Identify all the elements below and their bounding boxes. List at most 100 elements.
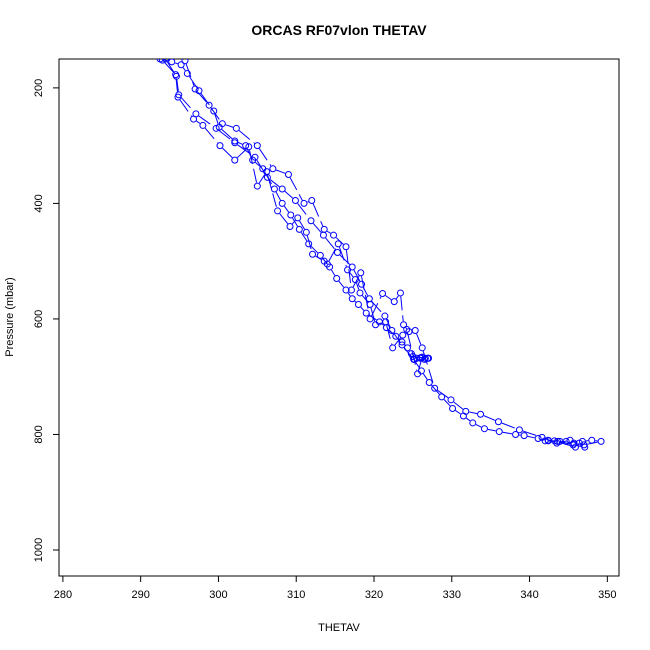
series-segment <box>196 120 201 124</box>
y-tick-label: 600 <box>33 310 45 328</box>
series-segment <box>522 430 539 437</box>
data-point <box>218 120 226 128</box>
data-point <box>379 290 387 298</box>
data-point <box>231 156 239 164</box>
series-segment <box>422 373 428 380</box>
x-tick-label: 350 <box>598 589 616 601</box>
data-point <box>534 435 542 443</box>
data-point <box>520 432 528 440</box>
data-point <box>354 301 362 309</box>
series-segment <box>249 150 258 183</box>
data-point <box>323 260 331 268</box>
x-tick-label: 330 <box>443 589 461 601</box>
data-point <box>342 286 350 294</box>
series-segment <box>563 441 570 445</box>
series-segment <box>393 333 401 343</box>
data-point <box>569 441 577 449</box>
data-point <box>347 286 355 294</box>
data-point <box>597 437 605 445</box>
data-point <box>309 250 317 258</box>
series-segment <box>487 428 496 432</box>
data-point <box>269 165 277 173</box>
data-point <box>438 393 446 401</box>
series-segment <box>502 431 513 435</box>
series-segment <box>180 97 194 112</box>
data-point <box>462 407 470 415</box>
series-2 <box>162 59 605 451</box>
series-segment <box>179 99 192 117</box>
series-3 <box>158 59 426 378</box>
data-point <box>216 142 224 150</box>
data-point <box>414 370 422 378</box>
series-segment <box>185 63 195 86</box>
data-point <box>556 437 564 445</box>
series-segment <box>200 93 213 109</box>
data-point <box>168 59 176 66</box>
series-segment <box>354 300 357 303</box>
series-segment <box>176 79 179 92</box>
data-point <box>307 217 315 225</box>
data-point <box>333 249 341 257</box>
series-segment <box>331 269 336 276</box>
data-point <box>245 143 253 151</box>
data-point <box>278 199 286 207</box>
data-point <box>270 185 278 193</box>
data-point <box>253 182 261 190</box>
y-axis-label: Pressure (mbar) <box>4 277 16 356</box>
series-segment <box>279 213 289 225</box>
x-axis-label: THETAV <box>318 622 360 634</box>
data-point <box>512 430 520 438</box>
series-segment <box>267 174 278 208</box>
series-segment <box>204 127 219 144</box>
data-point <box>358 280 366 288</box>
x-tick-label: 300 <box>209 589 227 601</box>
data-point <box>566 436 574 444</box>
series-segment <box>312 203 324 227</box>
data-point <box>191 85 199 93</box>
series-segment <box>345 250 352 287</box>
data-point <box>308 197 316 205</box>
data-point <box>205 101 213 109</box>
series-segment <box>275 169 286 174</box>
series-segment <box>236 148 247 159</box>
series-segment <box>291 220 296 225</box>
data-point <box>278 185 286 193</box>
series-segment <box>403 347 412 357</box>
data-point <box>495 428 503 436</box>
series-segment <box>422 351 435 386</box>
series-segment <box>210 107 221 122</box>
data-point <box>398 338 406 346</box>
series-segment <box>415 362 420 369</box>
series-segment <box>338 280 345 288</box>
data-point <box>342 243 350 251</box>
data-point <box>199 121 207 129</box>
series-segment <box>292 217 298 227</box>
series-segment <box>400 296 404 322</box>
series-1 <box>156 59 432 363</box>
series-segment <box>214 114 219 125</box>
series-segment <box>297 202 310 219</box>
y-tick-label: 400 <box>33 194 45 212</box>
x-tick-label: 320 <box>365 589 383 601</box>
series-segment <box>237 141 243 145</box>
data-point <box>392 332 400 340</box>
series-segment <box>325 237 336 251</box>
y-tick-label: 1000 <box>33 538 45 562</box>
data-point <box>398 341 406 349</box>
series-segment <box>385 295 392 301</box>
y-tick-label: 800 <box>33 425 45 443</box>
data-point <box>287 211 295 219</box>
series-segment <box>370 307 376 322</box>
data-point <box>403 325 411 333</box>
series-4 <box>181 59 589 451</box>
series-segment <box>418 360 422 371</box>
x-tick-label: 280 <box>54 589 72 601</box>
data-point <box>181 59 189 65</box>
data-point <box>400 321 408 329</box>
data-point <box>183 69 191 77</box>
series-segment <box>386 325 393 345</box>
series-segment <box>197 91 208 103</box>
series-segment <box>328 246 338 262</box>
x-tick-label: 340 <box>520 589 538 601</box>
